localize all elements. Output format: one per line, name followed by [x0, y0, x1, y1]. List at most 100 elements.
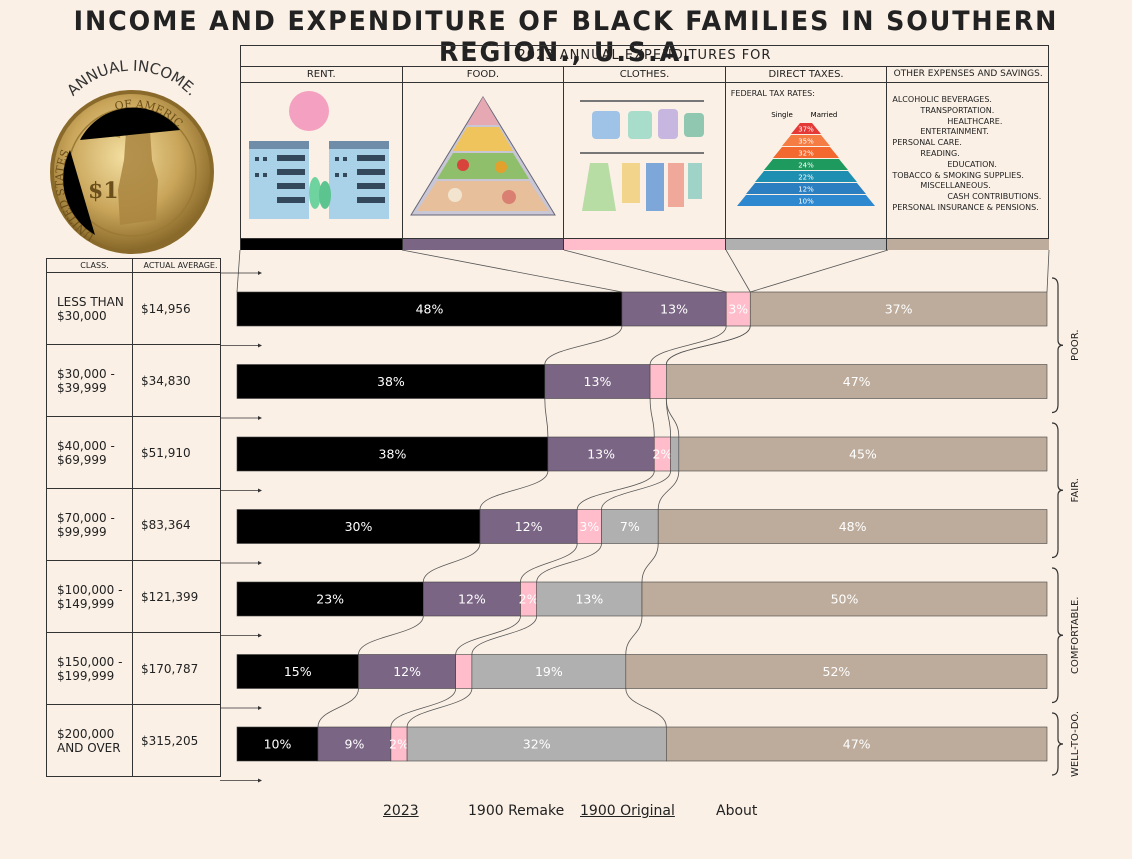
- other-expense-item: HEALTHCARE.: [947, 116, 1003, 126]
- group-bracket: [1051, 567, 1064, 704]
- connector-curve: [665, 398, 680, 438]
- connector-curve: [641, 543, 659, 583]
- bar-segment: [236, 509, 481, 544]
- class-table: CLASS. ACTUAL AVERAGE. LESS THAN $30,000 …: [46, 258, 221, 777]
- nav-link-about[interactable]: About: [716, 803, 758, 819]
- bar-label: 2%: [519, 592, 539, 607]
- connector-curve: [520, 543, 578, 583]
- tax-bracket-band: [781, 135, 830, 146]
- legend-swatch-taxes: [725, 238, 887, 250]
- class-line1: $40,000 -: [57, 438, 115, 453]
- legend-label-clothes: CLOTHES.: [564, 67, 725, 83]
- bar-label: 12%: [515, 519, 543, 534]
- bar-label: 30%: [345, 519, 373, 534]
- bar-label: 12%: [393, 664, 421, 679]
- bar-label: 13%: [587, 447, 615, 462]
- row-arrow-head: [258, 778, 262, 783]
- connector-line: [1046, 249, 1050, 293]
- legend-label-taxes: DIRECT TAXES.: [725, 67, 887, 83]
- bar-segment: [236, 726, 319, 762]
- coin-icon: ANNUAL INCOME. $1 OF AMERICA UNITED STAT…: [40, 60, 214, 254]
- other-expense-item: MISCELLANEOUS.: [920, 181, 991, 191]
- connector-curve: [544, 398, 549, 438]
- bar-label: 48%: [416, 302, 444, 317]
- class-line1: $70,000 -: [57, 510, 115, 525]
- average-cell: $83,364: [132, 488, 221, 561]
- class-line2: $149,999: [57, 596, 115, 611]
- other-expense-item: ENTERTAINMENT.: [920, 127, 989, 137]
- tax-bracket-band: [763, 159, 848, 170]
- group-bracket: [1051, 422, 1064, 559]
- bar-segment: [236, 581, 424, 617]
- other-expense-item: PERSONAL CARE.: [892, 138, 962, 148]
- class-cell: $200,000 AND OVER: [46, 704, 133, 777]
- tax-bracket-band: [790, 123, 821, 134]
- bar-segment: [358, 654, 456, 689]
- class-line2: $39,999: [57, 380, 107, 395]
- class-line2: AND OVER: [57, 740, 121, 755]
- nav-link-1900-remake[interactable]: 1900 Remake: [468, 803, 565, 819]
- average-cell: $34,830: [132, 344, 221, 417]
- bar-segment: [576, 509, 602, 544]
- bar-label: 15%: [284, 664, 312, 679]
- bar-segment: [665, 364, 1048, 399]
- building-icon: [249, 91, 389, 219]
- class-line1: $150,000 -: [57, 654, 123, 669]
- legend-label-food: FOOD.: [402, 67, 564, 83]
- class-cell: $70,000 - $99,999: [46, 488, 133, 561]
- bar-segment: [479, 509, 578, 544]
- bar-label: 3%: [728, 302, 748, 317]
- bar-label: 38%: [377, 374, 405, 389]
- other-expense-item: READING.: [920, 148, 960, 158]
- connector-curve: [601, 470, 672, 510]
- bar-segment: [317, 726, 392, 762]
- row-arrow-head: [258, 561, 262, 565]
- class-line1: LESS THAN: [57, 294, 124, 309]
- connector-curve: [479, 470, 549, 510]
- row-arrow-head: [258, 706, 262, 710]
- bar-segment: [422, 581, 521, 617]
- other-expense-item: EDUCATION.: [947, 159, 997, 169]
- bar-label: 32%: [523, 737, 551, 752]
- other-expense-item: ALCOHOLIC BEVERAGES.: [892, 95, 992, 104]
- average-cell: $170,787: [132, 632, 221, 705]
- class-line2: $199,999: [57, 668, 115, 683]
- tax-rate-label: 22%: [798, 174, 814, 182]
- legend-swatch-food: [402, 238, 564, 250]
- bar-label: 13%: [575, 592, 603, 607]
- connector-curve: [422, 543, 481, 583]
- row-arrow-head: [258, 343, 262, 348]
- bar-label: 2%: [389, 737, 409, 752]
- table-row: $40,000 - $69,999 $51,910: [46, 416, 221, 489]
- table-row: $200,000 AND OVER $315,205: [46, 704, 221, 777]
- bar-segment: [406, 726, 667, 762]
- bar-segment: [544, 364, 651, 399]
- group-label: POOR.: [1070, 329, 1081, 361]
- other-expense-item: CASH CONTRIBUTIONS.: [947, 192, 1042, 202]
- tax-rate-label: 32%: [798, 150, 814, 158]
- row-arrow-head: [258, 416, 262, 420]
- stacked-bar-chart: 48% 13% 3% 37% 38% 13% 47% 38% 13% 2% 45% 30% 12% 3% 7…: [220, 249, 1081, 783]
- connector-curve: [625, 688, 667, 728]
- connector-line: [236, 249, 241, 293]
- nav-link-1900-original[interactable]: 1900 Original: [580, 803, 675, 819]
- clothes-rack-icon: [580, 100, 705, 211]
- other-expenses-list: ALCOHOLIC BEVERAGES. TRANSPORTATION. HEALT…: [892, 95, 1041, 214]
- legend-swatch-clothes: [564, 238, 725, 250]
- nav-link-2023[interactable]: 2023: [383, 803, 419, 819]
- bar-label: 7%: [620, 519, 640, 534]
- row-arrow-head: [258, 271, 262, 275]
- other-expense-item: TRANSPORTATION.: [920, 105, 995, 115]
- expenditure-header: 2023 ANNUAL EXPENDITURES FOR: [241, 46, 1048, 67]
- connector-curve: [358, 615, 424, 655]
- bar-label: 47%: [843, 737, 871, 752]
- tax-single-label: Single: [771, 111, 793, 119]
- bar-label: 47%: [843, 374, 871, 389]
- tax-bracket-band: [754, 171, 857, 182]
- bar-segment: [725, 291, 751, 327]
- bar-segment: [455, 654, 473, 689]
- group-bracket: [1051, 712, 1064, 776]
- connector-curve: [649, 325, 727, 365]
- group-label: FAIR.: [1070, 478, 1081, 502]
- expenditure-legend: 2023 ANNUAL EXPENDITURES FOR RENT.: [240, 45, 1049, 250]
